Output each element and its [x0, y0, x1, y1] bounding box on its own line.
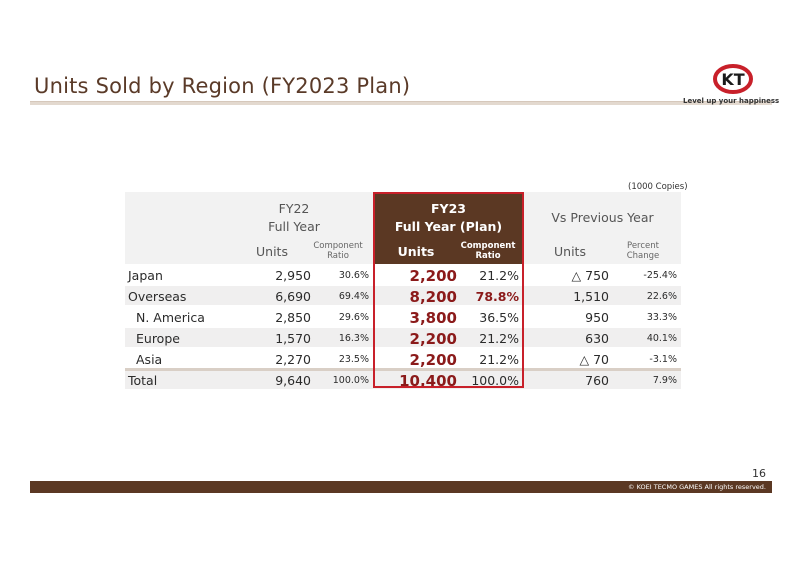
- cell-fy22-units: 2,950: [275, 268, 311, 283]
- table-row: [125, 370, 681, 389]
- logo-lettering: KT: [721, 70, 744, 89]
- cell-vs-change: -25.4%: [643, 270, 677, 281]
- title-divider: [30, 101, 772, 105]
- fy22-units-header: Units: [256, 243, 288, 259]
- cell-fy22-units: 2,270: [275, 352, 311, 367]
- table-row: [125, 328, 681, 347]
- cell-fy22-units: 6,690: [275, 289, 311, 304]
- kt-logo: KT: [713, 64, 753, 94]
- cell-fy23-units: 3,800: [409, 308, 457, 327]
- vs-header-label: Vs Previous Year: [551, 210, 654, 225]
- fy23-group-header: FY23 Full Year (Plan): [375, 198, 522, 238]
- cell-region: Total: [128, 373, 158, 388]
- cell-fy22-ratio: 23.5%: [338, 354, 369, 365]
- cell-vs-change: -3.1%: [649, 354, 677, 365]
- fy22-ratio-header-line2: Ratio: [327, 251, 349, 261]
- vs-change-header-line1: Percent: [627, 241, 659, 251]
- units-table: FY22 Full Year FY23 Full Year (Plan) Vs …: [125, 192, 681, 390]
- cell-fy22-ratio: 100.0%: [332, 375, 369, 386]
- page-title: Units Sold by Region (FY2023 Plan): [34, 74, 411, 98]
- cell-vs-units: 1,510: [573, 289, 609, 304]
- cell-fy23-ratio: 100.0%: [471, 373, 519, 388]
- cell-region: Overseas: [128, 289, 187, 304]
- cell-fy23-ratio: 21.2%: [479, 331, 519, 346]
- cell-fy23-ratio: 21.2%: [479, 268, 519, 283]
- fy22-header-line2: Full Year: [268, 219, 320, 234]
- vs-change-header: Percent Change: [607, 240, 679, 262]
- vs-group-header: Vs Previous Year: [524, 198, 681, 238]
- fy23-ratio-header-line1: Component: [460, 241, 516, 251]
- cell-fy23-ratio: 21.2%: [479, 352, 519, 367]
- cell-fy23-units: 2,200: [409, 266, 457, 285]
- fy22-ratio-header: Component Ratio: [305, 240, 371, 262]
- cell-vs-change: 40.1%: [646, 333, 677, 344]
- cell-region: N. America: [136, 310, 205, 325]
- fy22-header-line1: FY22: [278, 201, 310, 216]
- cell-fy22-ratio: 16.3%: [338, 333, 369, 344]
- cell-fy23-ratio: 36.5%: [479, 310, 519, 325]
- cell-fy22-units: 9,640: [275, 373, 311, 388]
- cell-fy23-units: 2,200: [409, 350, 457, 369]
- cell-fy22-ratio: 69.4%: [338, 291, 369, 302]
- unit-note: (1000 Copies): [628, 182, 688, 192]
- fy23-header-line1: FY23: [431, 201, 466, 216]
- cell-vs-change: 22.6%: [646, 291, 677, 302]
- cell-fy22-units: 1,570: [275, 331, 311, 346]
- fy23-header-background: [375, 194, 522, 264]
- fy22-ratio-header-line1: Component: [313, 241, 363, 251]
- cell-vs-change: 7.9%: [652, 375, 677, 386]
- cell-fy23-units: 2,200: [409, 329, 457, 348]
- fy23-highlight-box: [373, 192, 524, 388]
- cell-fy23-units: 8,200: [409, 287, 457, 306]
- cell-region: Japan: [128, 268, 163, 283]
- table-row: [125, 286, 681, 305]
- vs-change-header-line2: Change: [626, 251, 660, 261]
- cell-vs-units: △ 750: [571, 268, 609, 283]
- cell-fy22-units: 2,850: [275, 310, 311, 325]
- cell-vs-change: 33.3%: [646, 312, 677, 323]
- cell-fy23-units: 10,400: [399, 371, 457, 390]
- fy23-ratio-header-line2: Ratio: [475, 251, 501, 261]
- cell-region: Europe: [136, 331, 180, 346]
- fy22-group-header: FY22 Full Year: [215, 198, 373, 238]
- tagline: Level up your happiness: [683, 97, 780, 105]
- page-number: 16: [752, 467, 766, 480]
- cell-vs-units: 950: [585, 310, 609, 325]
- cell-fy22-ratio: 29.6%: [338, 312, 369, 323]
- fy23-ratio-header: Component Ratio: [455, 240, 521, 262]
- copyright-notice: © KOEI TECMO GAMES All rights reserved.: [628, 483, 766, 491]
- total-divider: [125, 368, 681, 371]
- cell-fy23-ratio: 78.8%: [475, 289, 519, 304]
- cell-vs-units: △ 70: [579, 352, 610, 367]
- cell-region: Asia: [136, 352, 163, 367]
- vs-units-header: Units: [554, 243, 586, 259]
- cell-fy22-ratio: 30.6%: [338, 270, 369, 281]
- cell-vs-units: 760: [585, 373, 609, 388]
- fy23-units-header: Units: [397, 243, 435, 259]
- cell-vs-units: 630: [585, 331, 609, 346]
- footer-bar: [30, 481, 772, 493]
- fy23-header-line2: Full Year (Plan): [394, 219, 503, 234]
